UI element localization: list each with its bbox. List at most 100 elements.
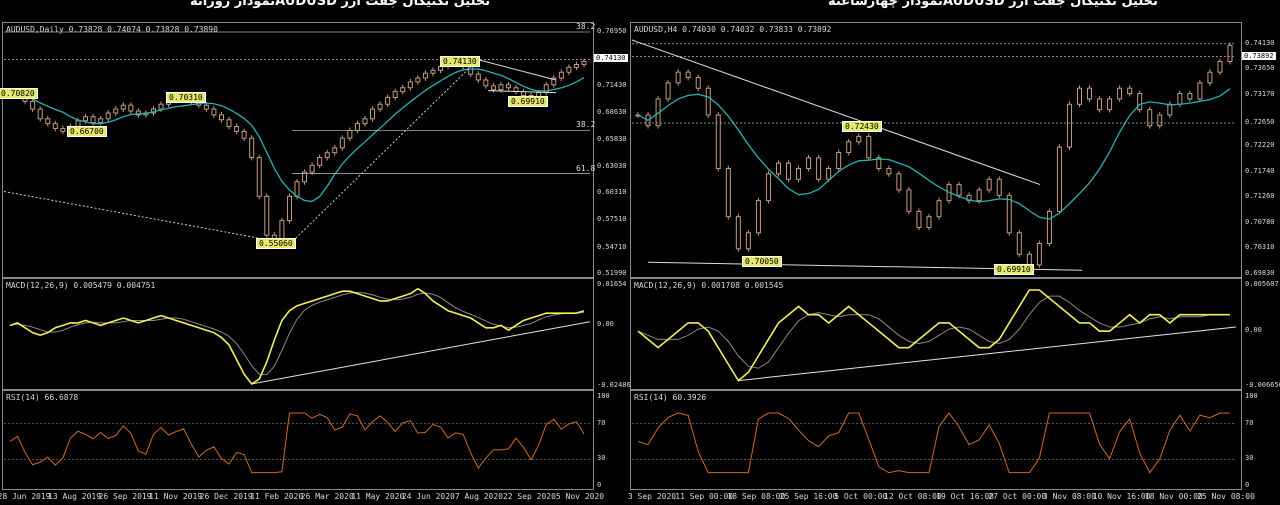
daily-candle-body xyxy=(45,118,51,125)
daily-x-tick: 11 May 2020 xyxy=(351,492,405,501)
h4-price-tick: 0.70310 xyxy=(1245,243,1275,252)
daily-candle-body xyxy=(551,77,557,86)
daily-candle-body xyxy=(370,108,376,120)
daily-candle-body xyxy=(211,108,217,116)
daily-dotted-uptrend xyxy=(289,59,479,245)
daily-wedge-bottom xyxy=(487,90,557,94)
h4-candle-body xyxy=(775,162,781,175)
h4-candle-body xyxy=(1076,87,1082,105)
h4-candle-body xyxy=(1177,93,1183,105)
daily-price-annotation: 0.70820 xyxy=(0,88,38,99)
h4-macd-signal xyxy=(637,295,1230,369)
h4-descending-trendline xyxy=(631,39,1041,186)
daily-candle-body xyxy=(60,127,66,132)
h4-candle-body xyxy=(1207,71,1213,84)
daily-candle-body xyxy=(113,108,119,114)
daily-macd-trendline xyxy=(251,321,591,385)
daily-candle-body xyxy=(392,91,398,98)
h4-candle-body xyxy=(806,157,812,170)
h4-price-tick: 0.73650 xyxy=(1245,64,1275,73)
h4-price-tick: 0.72220 xyxy=(1245,141,1275,150)
h4-candle-body xyxy=(1187,93,1193,100)
h4-price-panel xyxy=(630,22,1242,278)
h4-candle-body xyxy=(1056,146,1062,212)
h4-candle-body xyxy=(685,71,691,79)
h4-candle-body xyxy=(665,82,671,100)
h4-x-tick: 18 Nov 00:00 xyxy=(1144,492,1203,501)
daily-candle-body xyxy=(324,152,330,159)
daily-price-tick: 0.60310 xyxy=(597,188,627,197)
h4-macd-trendline xyxy=(738,326,1237,382)
daily-candle-body xyxy=(286,195,292,222)
daily-x-tick: 11 Nov 2019 xyxy=(149,492,203,501)
h4-rsi-line xyxy=(637,412,1230,474)
daily-x-tick: 11 Feb 2020 xyxy=(250,492,304,501)
h4-x-tick: 27 Oct 00:00 xyxy=(988,492,1047,501)
daily-candle-body xyxy=(105,112,111,120)
daily-price-tick: 0.68630 xyxy=(597,107,627,116)
daily-candle-body xyxy=(490,85,496,91)
h4-x-tick: 10 Nov 16:00 xyxy=(1092,492,1151,501)
daily-candle-body xyxy=(135,110,141,116)
daily-candle-body xyxy=(422,72,428,79)
h4-candle-body xyxy=(1097,98,1103,111)
h4-candle-body xyxy=(816,157,822,180)
h4-candle-body xyxy=(725,168,731,218)
daily-fib-label: 38.2 xyxy=(576,120,596,130)
daily-candle-body xyxy=(158,103,164,110)
h4-candle-body xyxy=(705,87,711,116)
h4-candle-body xyxy=(1066,103,1072,148)
daily-candle-body xyxy=(294,181,300,197)
daily-candle-body xyxy=(400,87,406,93)
h4-price-tick: 0.74130 xyxy=(1245,38,1275,47)
daily-candle-body xyxy=(407,81,413,89)
daily-candle-body xyxy=(249,137,255,159)
h4-candle-body xyxy=(786,162,792,180)
daily-dotted-trendline xyxy=(3,190,291,245)
daily-rsi-panel xyxy=(2,390,594,490)
h4-price-tick: 0.69830 xyxy=(1245,269,1275,277)
daily-candle-body xyxy=(483,79,489,87)
h4-candle-body xyxy=(876,157,882,170)
daily-price-tick: 0.76950 xyxy=(597,27,627,35)
h4-rsi-tick: 30 xyxy=(1245,454,1254,463)
daily-rsi-header: RSI(14) 66.6878 xyxy=(6,393,79,402)
daily-macd-tick: 0.00 xyxy=(597,320,614,329)
daily-candle-body xyxy=(256,157,262,197)
h4-candle-body xyxy=(836,151,842,170)
h4-candle-body xyxy=(695,77,701,89)
daily-rsi-tick: 100 xyxy=(597,392,610,400)
h4-price-tick: 0.73170 xyxy=(1245,90,1275,99)
daily-candle-body xyxy=(475,73,481,81)
daily-candle-body xyxy=(430,69,436,74)
daily-candle-body xyxy=(264,195,270,236)
daily-x-tick: 22 Sep 2020 xyxy=(502,492,556,501)
h4-x-tick: 3 Sep 2020 xyxy=(627,492,677,501)
h4-candle-body xyxy=(846,141,852,153)
h4-price-tick: 0.71740 xyxy=(1245,166,1275,175)
h4-candle-body xyxy=(1046,210,1052,244)
daily-candle-body xyxy=(234,126,240,132)
daily-price-annotation: 0.66700 xyxy=(67,126,107,137)
daily-candle-body xyxy=(347,129,353,139)
h4-candle-body xyxy=(906,189,912,212)
h4-candle-body xyxy=(1117,87,1123,100)
daily-x-tick: 26 Sep 2019 xyxy=(98,492,152,501)
daily-wedge-top xyxy=(477,59,557,81)
h4-candle-body xyxy=(996,178,1002,196)
daily-price-tick: 0.71430 xyxy=(597,80,627,89)
daily-candle-body xyxy=(37,108,43,120)
daily-price-tick: 0.54710 xyxy=(597,242,627,251)
daily-current-price-tag: 0.74130 xyxy=(594,54,628,63)
h4-candle-body xyxy=(886,168,892,175)
h4-candle-body xyxy=(856,135,862,143)
h4-candle-body xyxy=(1016,232,1022,255)
h4-candle-body xyxy=(765,173,771,202)
daily-candle-body xyxy=(566,66,572,73)
daily-candle-body xyxy=(385,96,391,105)
h4-candle-body xyxy=(976,189,982,202)
h4-candle-body xyxy=(926,216,932,228)
daily-candle-body xyxy=(218,114,224,121)
h4-x-tick: 18 Sep 08:00 xyxy=(727,492,786,501)
daily-candle-body xyxy=(203,104,209,110)
